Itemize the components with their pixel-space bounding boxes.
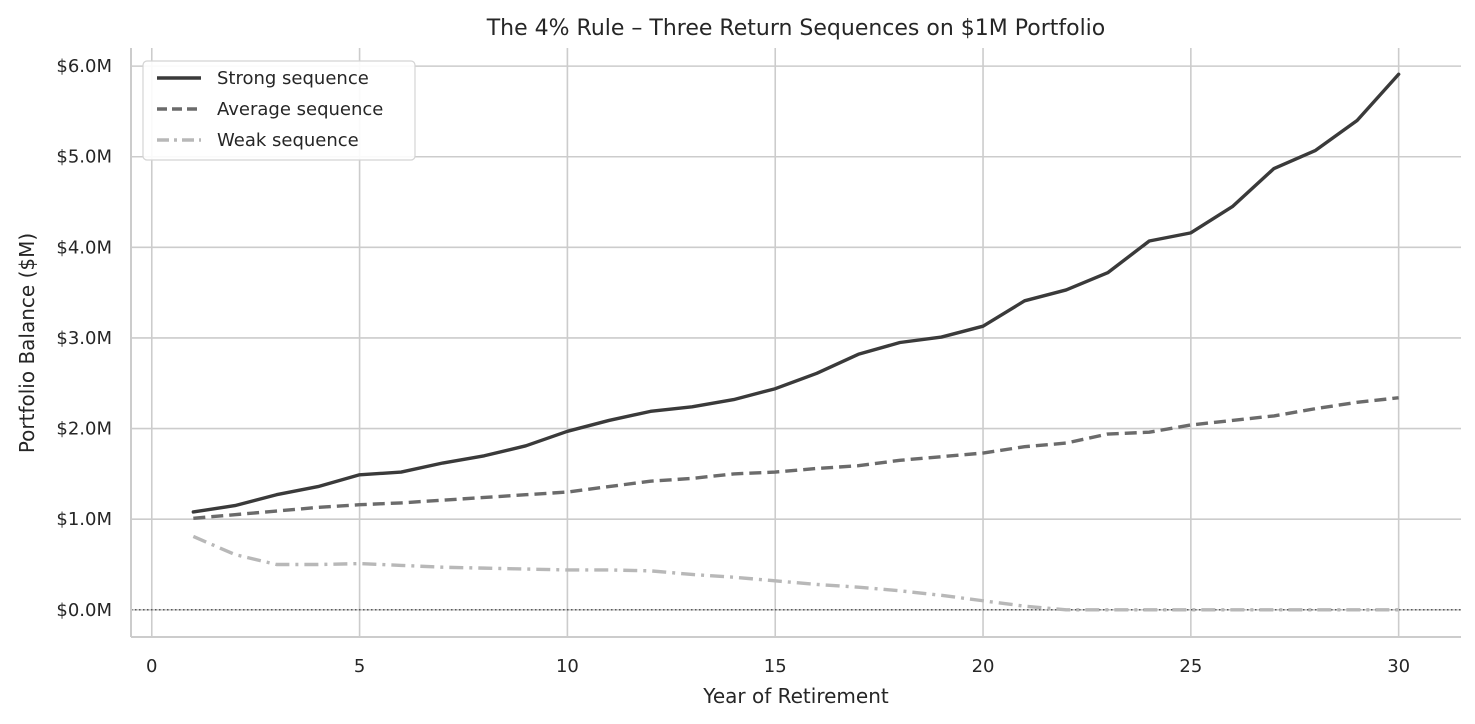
legend-label: Weak sequence bbox=[217, 130, 359, 151]
x-tick-label: 5 bbox=[354, 656, 365, 677]
legend-label: Average sequence bbox=[217, 99, 383, 120]
y-tick-label: $6.0M bbox=[56, 56, 112, 77]
y-tick-label: $5.0M bbox=[56, 147, 112, 168]
y-tick-label: $4.0M bbox=[56, 237, 112, 258]
legend-label: Strong sequence bbox=[217, 68, 369, 89]
x-tick-label: 30 bbox=[1387, 656, 1410, 677]
y-tick-label: $3.0M bbox=[56, 328, 112, 349]
x-tick-label: 15 bbox=[764, 656, 787, 677]
x-tick-label: 10 bbox=[556, 656, 579, 677]
y-tick-label: $0.0M bbox=[56, 600, 112, 621]
y-tick-label: $2.0M bbox=[56, 419, 112, 440]
x-axis-label: Year of Retirement bbox=[702, 684, 889, 708]
x-tick-label: 20 bbox=[972, 656, 995, 677]
y-tick-label: $1.0M bbox=[56, 509, 112, 530]
legend: Strong sequence Average sequence Weak sequ… bbox=[143, 61, 415, 160]
y-axis-label: Portfolio Balance ($M) bbox=[15, 233, 39, 453]
chart-title: The 4% Rule – Three Return Sequences on … bbox=[486, 16, 1106, 41]
x-tick-label: 0 bbox=[146, 656, 157, 677]
x-tick-label: 25 bbox=[1179, 656, 1202, 677]
